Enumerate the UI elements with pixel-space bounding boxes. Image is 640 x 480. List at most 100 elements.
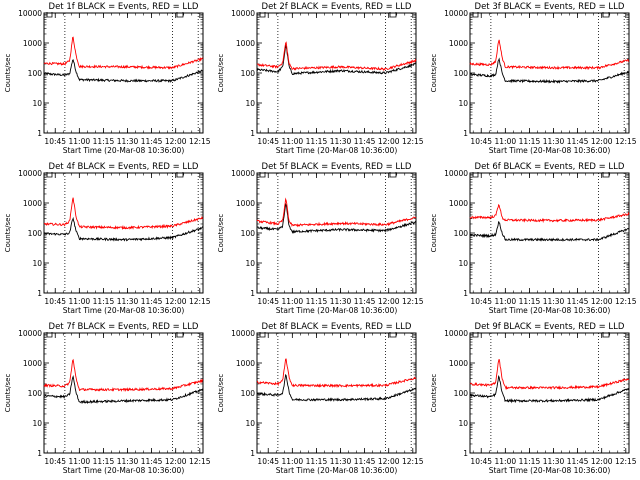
- y-axis-label: Counts/sec: [4, 374, 12, 413]
- y-tick-label: 10: [458, 259, 468, 268]
- x-tick-label: 11:45: [567, 297, 589, 306]
- plot-frame: [469, 12, 630, 134]
- y-tick-label: 1000: [236, 199, 255, 208]
- y-tick-label: 1: [463, 289, 468, 298]
- x-tick-label: 12:00: [378, 457, 400, 466]
- y-tick-label: 100: [28, 229, 43, 238]
- x-tick-label: 11:30: [543, 137, 565, 146]
- x-tick-label: 11:00: [495, 137, 517, 146]
- y-tick-label: 1: [250, 449, 255, 458]
- y-axis-label: Counts/sec: [4, 54, 12, 93]
- x-tick-label: 10:45: [470, 457, 492, 466]
- x-tick-label: 12:15: [615, 137, 637, 146]
- x-tick-label: 11:30: [117, 297, 139, 306]
- plot-frame: [256, 332, 417, 454]
- y-tick-label: 1: [37, 289, 42, 298]
- x-tick-label: 12:00: [165, 137, 187, 146]
- y-tick-label: 10000: [231, 169, 255, 178]
- x-tick-label: 11:00: [69, 297, 91, 306]
- frame-corner-marker: [602, 12, 610, 18]
- x-tick-label: 11:00: [69, 137, 91, 146]
- y-tick-label: 100: [28, 69, 43, 78]
- y-axis-label: Counts/sec: [430, 374, 438, 413]
- series-line: [469, 375, 630, 404]
- y-tick-label: 10: [245, 259, 255, 268]
- frame-corner-marker: [176, 172, 184, 178]
- x-tick-label: 12:00: [378, 297, 400, 306]
- y-tick-label: 10: [32, 259, 42, 268]
- x-tick-label: 12:00: [165, 457, 187, 466]
- y-tick-label: 1000: [449, 39, 468, 48]
- y-axis-label: Counts/sec: [217, 214, 225, 253]
- series-line: [43, 374, 204, 405]
- series-line: [256, 41, 417, 71]
- y-tick-label: 10000: [18, 9, 42, 18]
- x-axis-label: Start Time (20-Mar-08 10:36:00): [276, 306, 398, 315]
- x-tick-label: 12:15: [189, 137, 211, 146]
- x-tick-label: 12:00: [378, 137, 400, 146]
- x-tick-label: 11:00: [282, 137, 304, 146]
- y-tick-label: 10: [32, 419, 42, 428]
- x-tick-label: 10:45: [257, 137, 279, 146]
- frame-corner-marker: [176, 12, 184, 18]
- y-tick-label: 100: [454, 69, 469, 78]
- x-tick-label: 11:45: [567, 457, 589, 466]
- x-tick-label: 11:30: [543, 297, 565, 306]
- y-tick-label: 1: [250, 129, 255, 138]
- x-tick-label: 12:15: [402, 297, 424, 306]
- x-tick-label: 11:45: [354, 297, 376, 306]
- x-tick-label: 11:15: [306, 137, 328, 146]
- x-tick-label: 11:15: [93, 297, 115, 306]
- x-tick-label: 11:15: [93, 457, 115, 466]
- series-line: [469, 203, 630, 224]
- x-tick-label: 11:30: [330, 137, 352, 146]
- series-line: [256, 358, 417, 389]
- panel-title: Det 1f BLACK = Events, RED = LLD: [49, 2, 199, 12]
- y-tick-label: 10000: [231, 329, 255, 338]
- x-axis-label: Start Time (20-Mar-08 10:36:00): [489, 146, 611, 155]
- series-line: [43, 216, 204, 242]
- x-tick-label: 11:00: [495, 457, 517, 466]
- series-line: [256, 197, 417, 228]
- x-tick-label: 12:15: [189, 457, 211, 466]
- y-axis-label: Counts/sec: [4, 214, 12, 253]
- x-tick-label: 10:45: [44, 137, 66, 146]
- y-tick-label: 100: [454, 229, 469, 238]
- x-tick-label: 11:30: [117, 137, 139, 146]
- x-tick-label: 12:15: [615, 457, 637, 466]
- series-line: [43, 358, 204, 392]
- x-axis-label: Start Time (20-Mar-08 10:36:00): [276, 146, 398, 155]
- x-tick-label: 11:15: [93, 137, 115, 146]
- x-axis-label: Start Time (20-Mar-08 10:36:00): [63, 306, 185, 315]
- x-axis-label: Start Time (20-Mar-08 10:36:00): [489, 306, 611, 315]
- plot-frame: [43, 172, 204, 294]
- x-tick-label: 11:15: [519, 457, 541, 466]
- x-tick-label: 10:45: [44, 457, 66, 466]
- plot-frame: [256, 172, 417, 294]
- x-tick-label: 11:45: [354, 457, 376, 466]
- y-tick-label: 10: [245, 99, 255, 108]
- x-tick-label: 11:00: [282, 457, 304, 466]
- detector-panel: Det 1f BLACK = Events, RED = LLD 1 10 100 10…: [4, 2, 211, 155]
- series-line: [469, 57, 630, 84]
- panel-title: Det 7f BLACK = Events, RED = LLD: [49, 322, 199, 332]
- x-tick-label: 11:30: [330, 457, 352, 466]
- panel-title: Det 6f BLACK = Events, RED = LLD: [475, 162, 625, 172]
- series-line: [43, 59, 204, 84]
- y-tick-label: 1000: [449, 199, 468, 208]
- y-tick-label: 100: [241, 229, 256, 238]
- detector-panel: Det 8f BLACK = Events, RED = LLD 1 10 100 10…: [217, 322, 424, 475]
- y-tick-label: 10000: [444, 9, 468, 18]
- y-tick-label: 100: [28, 389, 43, 398]
- frame-corner-marker: [602, 332, 610, 338]
- x-tick-label: 11:00: [495, 297, 517, 306]
- x-tick-label: 10:45: [44, 297, 66, 306]
- panel-title: Det 3f BLACK = Events, RED = LLD: [475, 2, 625, 12]
- y-tick-label: 100: [241, 389, 256, 398]
- y-tick-label: 10000: [444, 329, 468, 338]
- x-tick-label: 12:15: [615, 297, 637, 306]
- y-tick-label: 1000: [236, 39, 255, 48]
- y-tick-label: 1000: [236, 359, 255, 368]
- y-tick-label: 1000: [23, 199, 42, 208]
